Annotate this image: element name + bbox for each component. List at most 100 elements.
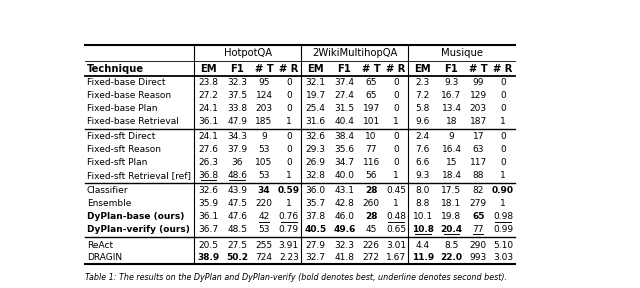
Text: EM: EM bbox=[307, 64, 324, 74]
Text: 0.90: 0.90 bbox=[492, 186, 514, 195]
Text: 32.7: 32.7 bbox=[306, 253, 326, 262]
Text: 35.7: 35.7 bbox=[305, 199, 326, 208]
Text: 19.8: 19.8 bbox=[442, 212, 461, 221]
Text: 46.0: 46.0 bbox=[334, 212, 355, 221]
Text: 37.4: 37.4 bbox=[334, 78, 355, 87]
Text: 2.4: 2.4 bbox=[415, 132, 430, 141]
Text: 0.76: 0.76 bbox=[279, 212, 299, 221]
Text: 18.1: 18.1 bbox=[442, 199, 461, 208]
Text: 27.5: 27.5 bbox=[227, 240, 247, 249]
Text: 1: 1 bbox=[286, 117, 292, 126]
Text: DyPlan-verify (ours): DyPlan-verify (ours) bbox=[87, 225, 190, 234]
Text: 203: 203 bbox=[255, 104, 273, 113]
Text: 48.6: 48.6 bbox=[227, 171, 247, 180]
Text: 33.8: 33.8 bbox=[227, 104, 247, 113]
Text: 16.7: 16.7 bbox=[442, 91, 461, 100]
Text: EM: EM bbox=[200, 64, 217, 74]
Text: 220: 220 bbox=[255, 199, 273, 208]
Text: 0: 0 bbox=[393, 158, 399, 167]
Text: 203: 203 bbox=[470, 104, 487, 113]
Text: 1: 1 bbox=[286, 199, 292, 208]
Text: 18.4: 18.4 bbox=[442, 171, 461, 180]
Text: 1: 1 bbox=[393, 199, 399, 208]
Text: 724: 724 bbox=[255, 253, 273, 262]
Text: 0: 0 bbox=[393, 132, 399, 141]
Text: 47.6: 47.6 bbox=[227, 212, 247, 221]
Text: 9.6: 9.6 bbox=[415, 117, 430, 126]
Text: 3.03: 3.03 bbox=[493, 253, 513, 262]
Text: 32.3: 32.3 bbox=[227, 78, 247, 87]
Text: 260: 260 bbox=[363, 199, 380, 208]
Text: 36.7: 36.7 bbox=[198, 225, 218, 234]
Text: F1: F1 bbox=[337, 64, 351, 74]
Text: 0.65: 0.65 bbox=[386, 225, 406, 234]
Text: 185: 185 bbox=[255, 117, 273, 126]
Text: 31.5: 31.5 bbox=[334, 104, 355, 113]
Text: 0: 0 bbox=[393, 91, 399, 100]
Text: 279: 279 bbox=[470, 199, 487, 208]
Text: 88: 88 bbox=[472, 171, 484, 180]
Text: 20.5: 20.5 bbox=[198, 240, 218, 249]
Text: 28: 28 bbox=[365, 186, 378, 195]
Text: 8.0: 8.0 bbox=[415, 186, 430, 195]
Text: Table 1: The results on the DyPlan and DyPlan-verify (bold denotes best, underli: Table 1: The results on the DyPlan and D… bbox=[85, 273, 507, 282]
Text: 18: 18 bbox=[445, 117, 457, 126]
Text: F1: F1 bbox=[230, 64, 244, 74]
Text: 4.4: 4.4 bbox=[415, 240, 430, 249]
Text: 65: 65 bbox=[365, 78, 377, 87]
Text: 26.9: 26.9 bbox=[306, 158, 326, 167]
Text: 8.5: 8.5 bbox=[444, 240, 459, 249]
Text: 9.3: 9.3 bbox=[444, 78, 459, 87]
Text: 2WikiMultihopQA: 2WikiMultihopQA bbox=[312, 48, 397, 58]
Text: 50.2: 50.2 bbox=[226, 253, 248, 262]
Text: 0: 0 bbox=[286, 91, 292, 100]
Text: 23.8: 23.8 bbox=[198, 78, 218, 87]
Text: 17.5: 17.5 bbox=[442, 186, 461, 195]
Text: 77: 77 bbox=[472, 225, 484, 234]
Text: Fixed-base Retrieval: Fixed-base Retrieval bbox=[87, 117, 179, 126]
Text: 3.01: 3.01 bbox=[386, 240, 406, 249]
Text: 32.6: 32.6 bbox=[306, 132, 326, 141]
Text: 2.3: 2.3 bbox=[415, 78, 430, 87]
Text: 2.23: 2.23 bbox=[279, 253, 299, 262]
Text: 0: 0 bbox=[500, 132, 506, 141]
Text: # R: # R bbox=[387, 64, 406, 74]
Text: 36: 36 bbox=[232, 158, 243, 167]
Text: 36.8: 36.8 bbox=[198, 171, 218, 180]
Text: 187: 187 bbox=[470, 117, 487, 126]
Text: 0.45: 0.45 bbox=[386, 186, 406, 195]
Text: 1: 1 bbox=[500, 171, 506, 180]
Text: 40.0: 40.0 bbox=[334, 171, 355, 180]
Text: 0: 0 bbox=[393, 145, 399, 154]
Text: 53: 53 bbox=[259, 225, 270, 234]
Text: 16.4: 16.4 bbox=[442, 145, 461, 154]
Text: 0: 0 bbox=[500, 91, 506, 100]
Text: 0: 0 bbox=[500, 104, 506, 113]
Text: 36.1: 36.1 bbox=[198, 117, 218, 126]
Text: 36.0: 36.0 bbox=[305, 186, 326, 195]
Text: EM: EM bbox=[415, 64, 431, 74]
Text: 65: 65 bbox=[472, 212, 484, 221]
Text: 0.98: 0.98 bbox=[493, 212, 513, 221]
Text: 105: 105 bbox=[255, 158, 273, 167]
Text: 0: 0 bbox=[286, 104, 292, 113]
Text: 27.6: 27.6 bbox=[198, 145, 218, 154]
Text: 993: 993 bbox=[470, 253, 487, 262]
Text: 36.1: 36.1 bbox=[198, 212, 218, 221]
Text: # R: # R bbox=[493, 64, 513, 74]
Text: Fixed-sft Plan: Fixed-sft Plan bbox=[87, 158, 147, 167]
Text: 43.9: 43.9 bbox=[227, 186, 247, 195]
Text: 95: 95 bbox=[259, 78, 270, 87]
Text: ReAct: ReAct bbox=[87, 240, 113, 249]
Text: Fixed-sft Retrieval [ref]: Fixed-sft Retrieval [ref] bbox=[87, 171, 191, 180]
Text: 1: 1 bbox=[500, 199, 506, 208]
Text: 10.1: 10.1 bbox=[413, 212, 433, 221]
Text: 38.4: 38.4 bbox=[334, 132, 355, 141]
Text: F1: F1 bbox=[445, 64, 458, 74]
Text: # R: # R bbox=[279, 64, 298, 74]
Text: 0.48: 0.48 bbox=[386, 212, 406, 221]
Text: 1.67: 1.67 bbox=[386, 253, 406, 262]
Text: 49.6: 49.6 bbox=[333, 225, 356, 234]
Text: 1: 1 bbox=[393, 171, 399, 180]
Text: 32.1: 32.1 bbox=[306, 78, 326, 87]
